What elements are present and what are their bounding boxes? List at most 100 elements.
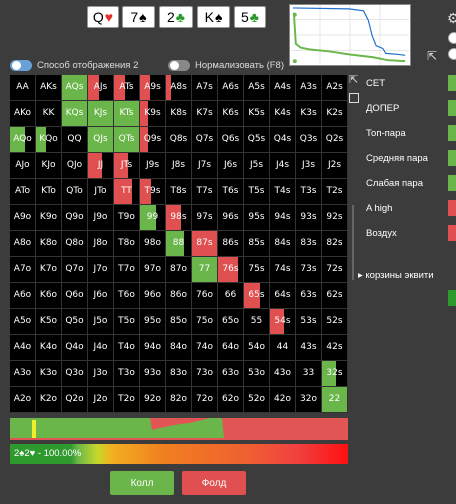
hand-cell[interactable]: 63s bbox=[296, 283, 322, 309]
hand-cell[interactable]: 85o bbox=[166, 309, 192, 335]
hand-cell[interactable]: J6o bbox=[88, 283, 114, 309]
hand-cell[interactable]: 76o bbox=[192, 283, 218, 309]
hand-cell[interactable]: J2s bbox=[322, 153, 348, 179]
export-icon[interactable]: ⇱ bbox=[427, 49, 438, 63]
hand-cell[interactable]: 95s bbox=[244, 205, 270, 231]
hand-cell[interactable]: T8o bbox=[114, 231, 140, 257]
hand-cell[interactable]: 54o bbox=[244, 335, 270, 361]
hand-cell[interactable]: J4o bbox=[88, 335, 114, 361]
hand-cell[interactable]: Q5s bbox=[244, 127, 270, 153]
hand-cell[interactable]: J7o bbox=[88, 257, 114, 283]
hand-cell[interactable]: 98s bbox=[166, 205, 192, 231]
hand-cell[interactable]: J3s bbox=[296, 153, 322, 179]
hand-cell[interactable]: 87o bbox=[166, 257, 192, 283]
hand-cell[interactable]: 32o bbox=[296, 387, 322, 413]
hand-cell[interactable]: 96o bbox=[140, 283, 166, 309]
hand-cell[interactable]: Q8s bbox=[166, 127, 192, 153]
hand-cell[interactable]: K4o bbox=[36, 335, 62, 361]
hand-cell[interactable]: 97o bbox=[140, 257, 166, 283]
hand-cell[interactable]: AJo bbox=[10, 153, 36, 179]
hand-cell[interactable]: ATs bbox=[114, 75, 140, 101]
hand-cell[interactable]: AKo bbox=[10, 101, 36, 127]
hand-cell[interactable]: 84o bbox=[166, 335, 192, 361]
hand-cell[interactable]: T9s bbox=[140, 179, 166, 205]
category-label[interactable]: СЕТ bbox=[366, 78, 385, 89]
hand-cell[interactable]: T3s bbox=[296, 179, 322, 205]
hand-cell[interactable]: QJo bbox=[62, 153, 88, 179]
hand-cell[interactable]: 55 bbox=[244, 309, 270, 335]
hand-cell[interactable]: 88 bbox=[166, 231, 192, 257]
hand-cell[interactable]: QJs bbox=[88, 127, 114, 153]
hand-cell[interactable]: 52o bbox=[244, 387, 270, 413]
hand-cell[interactable]: 95o bbox=[140, 309, 166, 335]
hand-cell[interactable]: KJs bbox=[88, 101, 114, 127]
hand-cell[interactable]: 42o bbox=[270, 387, 296, 413]
hand-cell[interactable]: Q4s bbox=[270, 127, 296, 153]
hand-cell[interactable]: K4s bbox=[270, 101, 296, 127]
hand-cell[interactable]: 97s bbox=[192, 205, 218, 231]
hand-cell[interactable]: 83s bbox=[296, 231, 322, 257]
hand-cell[interactable]: 62s bbox=[322, 283, 348, 309]
hand-cell[interactable]: 93o bbox=[140, 361, 166, 387]
hand-cell[interactable]: 98o bbox=[140, 231, 166, 257]
hand-cell[interactable]: JJ bbox=[88, 153, 114, 179]
hand-cell[interactable]: T7o bbox=[114, 257, 140, 283]
category-label[interactable]: Топ-пара bbox=[366, 128, 406, 139]
hand-cell[interactable]: K8o bbox=[36, 231, 62, 257]
hand-cell[interactable]: 65o bbox=[218, 309, 244, 335]
hand-cell[interactable]: Q3o bbox=[62, 361, 88, 387]
hand-cell[interactable]: 64s bbox=[270, 283, 296, 309]
hand-cell[interactable]: KK bbox=[36, 101, 62, 127]
hand-cell[interactable]: K2s bbox=[322, 101, 348, 127]
hand-cell[interactable]: A5o bbox=[10, 309, 36, 335]
hand-cell[interactable]: 33 bbox=[296, 361, 322, 387]
hand-cell[interactable]: A6o bbox=[10, 283, 36, 309]
hand-cell[interactable]: T3o bbox=[114, 361, 140, 387]
hand-cell[interactable]: A7s bbox=[192, 75, 218, 101]
hand-cell[interactable]: KJo bbox=[36, 153, 62, 179]
gear-icon[interactable]: ⚙ bbox=[447, 10, 456, 26]
category-label[interactable]: ДОПЕР bbox=[366, 103, 400, 114]
fold-button[interactable]: Фолд bbox=[182, 471, 246, 495]
hand-cell[interactable]: QQ bbox=[62, 127, 88, 153]
hand-cell[interactable]: T2s bbox=[322, 179, 348, 205]
hand-cell[interactable]: 84s bbox=[270, 231, 296, 257]
hand-cell[interactable]: 75s bbox=[244, 257, 270, 283]
hand-cell[interactable]: T8s bbox=[166, 179, 192, 205]
display-mode-toggle[interactable] bbox=[10, 60, 32, 71]
hand-cell[interactable]: 83o bbox=[166, 361, 192, 387]
equity-bins-toggle[interactable]: ▸ корзины эквити bbox=[358, 270, 434, 281]
hand-cell[interactable]: KTo bbox=[36, 179, 62, 205]
hand-cell[interactable]: AKs bbox=[36, 75, 62, 101]
hand-cell[interactable]: A2s bbox=[322, 75, 348, 101]
hand-cell[interactable]: T6s bbox=[218, 179, 244, 205]
hand-cell[interactable]: 82o bbox=[166, 387, 192, 413]
hand-cell[interactable]: T5o bbox=[114, 309, 140, 335]
hand-cell[interactable]: 87s bbox=[192, 231, 218, 257]
hand-cell[interactable]: 42s bbox=[322, 335, 348, 361]
hand-cell[interactable]: TT bbox=[114, 179, 140, 205]
hand-cell[interactable]: T9o bbox=[114, 205, 140, 231]
hand-cell[interactable]: A8s bbox=[166, 75, 192, 101]
hand-cell[interactable]: AQs bbox=[62, 75, 88, 101]
hand-cell[interactable]: J6s bbox=[218, 153, 244, 179]
hand-cell[interactable]: J2o bbox=[88, 387, 114, 413]
hand-cell[interactable]: 52s bbox=[322, 309, 348, 335]
category-label[interactable]: Средняя пара bbox=[366, 153, 428, 164]
hand-cell[interactable]: A4s bbox=[270, 75, 296, 101]
radio-option-1-icon[interactable] bbox=[448, 32, 456, 44]
hand-cell[interactable]: 93s bbox=[296, 205, 322, 231]
hand-cell[interactable]: 43s bbox=[296, 335, 322, 361]
hand-cell[interactable]: AQo bbox=[10, 127, 36, 153]
category-label[interactable]: Воздух bbox=[366, 228, 397, 239]
hand-cell[interactable]: AJs bbox=[88, 75, 114, 101]
hand-cell[interactable]: J8s bbox=[166, 153, 192, 179]
hand-cell[interactable]: J9s bbox=[140, 153, 166, 179]
hand-cell[interactable]: J7s bbox=[192, 153, 218, 179]
hand-cell[interactable]: 92s bbox=[322, 205, 348, 231]
hand-cell[interactable]: Q5o bbox=[62, 309, 88, 335]
hand-cell[interactable]: T4o bbox=[114, 335, 140, 361]
hand-cell[interactable]: A7o bbox=[10, 257, 36, 283]
hand-cell[interactable]: T6o bbox=[114, 283, 140, 309]
hand-cell[interactable]: 64o bbox=[218, 335, 244, 361]
